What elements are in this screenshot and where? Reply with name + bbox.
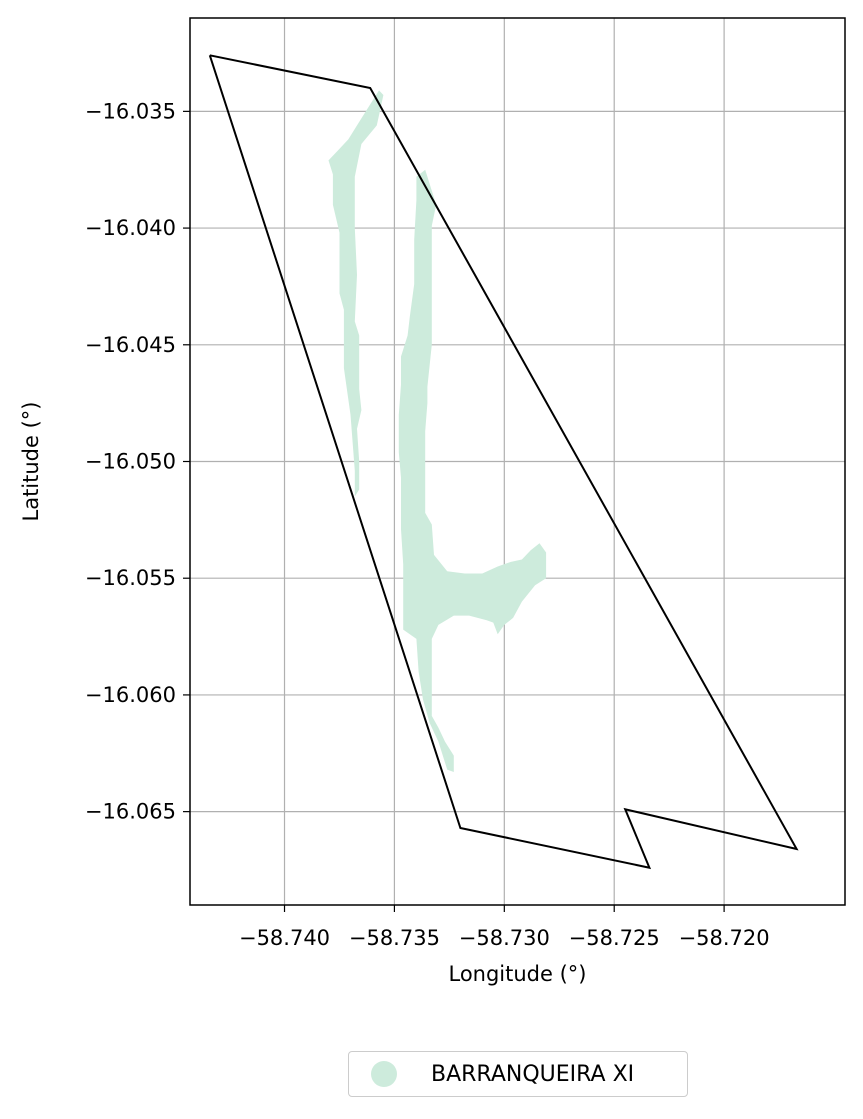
grid-lines — [190, 18, 845, 905]
y-tick-label: −16.045 — [85, 333, 176, 357]
legend-label: BARRANQUEIRA XI — [431, 1061, 635, 1087]
x-axis-label: Longitude (°) — [448, 962, 586, 986]
x-tick-label: −58.730 — [459, 926, 550, 950]
boundary-layer — [208, 54, 799, 870]
legend-swatch-icon — [371, 1061, 397, 1087]
x-tick-label: −58.720 — [679, 926, 770, 950]
y-tick-label: −16.060 — [85, 683, 176, 707]
y-tick-label: −16.055 — [85, 566, 176, 590]
x-tick-label: −58.725 — [569, 926, 660, 950]
region-polygon — [398, 169, 547, 772]
legend: BARRANQUEIRA XI — [348, 1051, 688, 1097]
y-tick-label: −16.050 — [85, 450, 176, 474]
y-axis-label: Latitude (°) — [19, 402, 43, 522]
x-tick-label: −58.735 — [349, 926, 440, 950]
region-fill-layer — [328, 90, 547, 772]
region-polygon — [328, 90, 384, 497]
y-tick-label: −16.035 — [85, 99, 176, 123]
y-axis-ticks: −16.035 −16.040 −16.045 −16.050 −16.055 −16.0… — [85, 99, 190, 824]
y-tick-label: −16.065 — [85, 800, 176, 824]
x-tick-label: −58.740 — [239, 926, 330, 950]
x-axis-ticks: −58.740 −58.735 −58.730 −58.725 −58.720 — [239, 905, 770, 950]
y-tick-label: −16.040 — [85, 216, 176, 240]
boundary-polygon — [208, 54, 799, 870]
